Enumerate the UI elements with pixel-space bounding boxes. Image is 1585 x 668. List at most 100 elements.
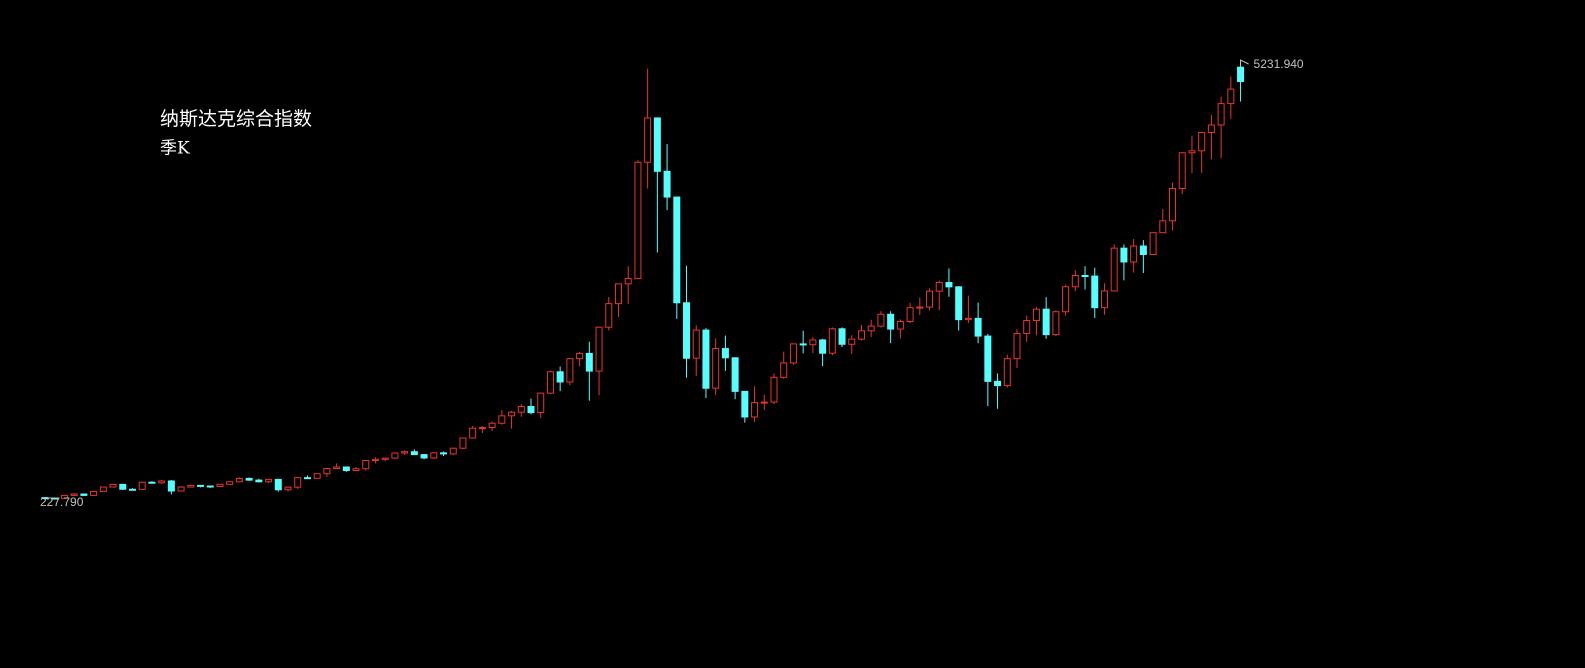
candle-body: [138, 481, 146, 490]
candle-body: [702, 329, 710, 389]
candle-body: [1178, 152, 1186, 189]
candle-body: [90, 490, 98, 496]
candle-body: [1032, 308, 1040, 322]
chart-title: 纳斯达克综合指数: [160, 108, 312, 130]
candle-body: [303, 477, 311, 480]
candle-body: [177, 486, 185, 492]
candle-body: [430, 452, 438, 459]
candle-body: [1169, 187, 1177, 222]
candle-body: [1100, 290, 1108, 309]
candle-body: [498, 415, 506, 424]
candle-body: [148, 481, 156, 484]
candle-body: [906, 307, 914, 322]
candle-body: [478, 427, 486, 430]
candle-body: [488, 422, 496, 429]
candle-body: [857, 330, 865, 340]
candle-body: [945, 282, 953, 288]
candle-body: [352, 468, 360, 472]
candle-body: [1042, 308, 1050, 336]
candle-body: [265, 478, 273, 483]
chart-subtitle: 季K: [160, 139, 190, 159]
candle-body: [119, 483, 127, 490]
candle-body: [663, 170, 671, 198]
candle-body: [1217, 103, 1225, 126]
candle-body: [255, 479, 263, 483]
candle-body: [721, 348, 729, 359]
candle-body: [235, 477, 243, 483]
candle-body: [323, 468, 331, 475]
candle-body: [371, 458, 379, 462]
candle-body: [1227, 88, 1235, 105]
candle-body: [206, 485, 214, 488]
candle-body: [546, 371, 554, 394]
candle-body: [683, 302, 691, 359]
annotation-label: 5231.940: [1254, 57, 1304, 71]
candle-body: [313, 473, 321, 479]
candle-body: [585, 352, 593, 372]
candle-body: [70, 493, 78, 496]
candle-body: [362, 460, 370, 470]
candle-body: [410, 451, 418, 456]
candle-body: [877, 313, 885, 327]
candle-body: [1207, 124, 1215, 133]
candle-body: [80, 493, 88, 496]
candle-body: [556, 371, 564, 383]
candle-body: [99, 486, 107, 492]
candle-body: [1159, 220, 1167, 234]
candle-body: [167, 480, 175, 492]
candle-body: [974, 317, 982, 337]
candle-body: [459, 437, 467, 449]
candle-body: [109, 483, 117, 488]
candle-body: [799, 343, 807, 346]
candle-body: [187, 484, 195, 488]
candle-body: [809, 339, 817, 346]
candle-body: [284, 486, 292, 491]
candle-body: [605, 303, 613, 328]
candle-body: [994, 380, 1002, 387]
candle-body: [595, 326, 603, 372]
candle-body: [158, 480, 166, 484]
candle-body: [1139, 245, 1147, 255]
candle-body: [887, 313, 895, 330]
candle-body: [537, 392, 545, 414]
candle-body: [1013, 332, 1021, 360]
candle-body: [1091, 275, 1099, 309]
candle-body: [527, 406, 535, 414]
candle-body: [1130, 245, 1138, 263]
candle-body: [1003, 358, 1011, 387]
candle-body: [1052, 311, 1060, 336]
candle-body: [381, 457, 389, 460]
candle-body: [867, 325, 875, 332]
candle-body: [634, 161, 642, 280]
annotation-label: 227.790: [40, 495, 84, 509]
candle-body: [1120, 247, 1128, 263]
candle-body: [401, 451, 409, 454]
candle-body: [760, 401, 768, 404]
candle-body: [60, 494, 68, 499]
candle-body: [780, 362, 788, 378]
candle-body: [624, 278, 632, 285]
candle-body: [789, 343, 797, 364]
candle-body: [41, 497, 49, 500]
annotation-leader: [1240, 59, 1249, 66]
candle-body: [848, 338, 856, 345]
candle-body: [751, 402, 759, 418]
candle-body: [692, 329, 700, 359]
candle-body: [673, 196, 681, 304]
candle-body: [226, 481, 234, 485]
candle-body: [440, 452, 448, 455]
candle-body: [245, 477, 253, 481]
candle-body: [508, 411, 516, 417]
candle-body: [294, 477, 302, 488]
candle-body: [128, 488, 136, 491]
candle-body: [1023, 320, 1031, 334]
candle-body: [984, 335, 992, 382]
candle-body: [731, 357, 739, 392]
candle-body: [342, 466, 350, 472]
candle-body: [1198, 131, 1206, 152]
candle-body: [420, 454, 428, 459]
candle-body: [614, 283, 622, 305]
candle-body: [935, 282, 943, 292]
candle-body: [51, 497, 59, 500]
